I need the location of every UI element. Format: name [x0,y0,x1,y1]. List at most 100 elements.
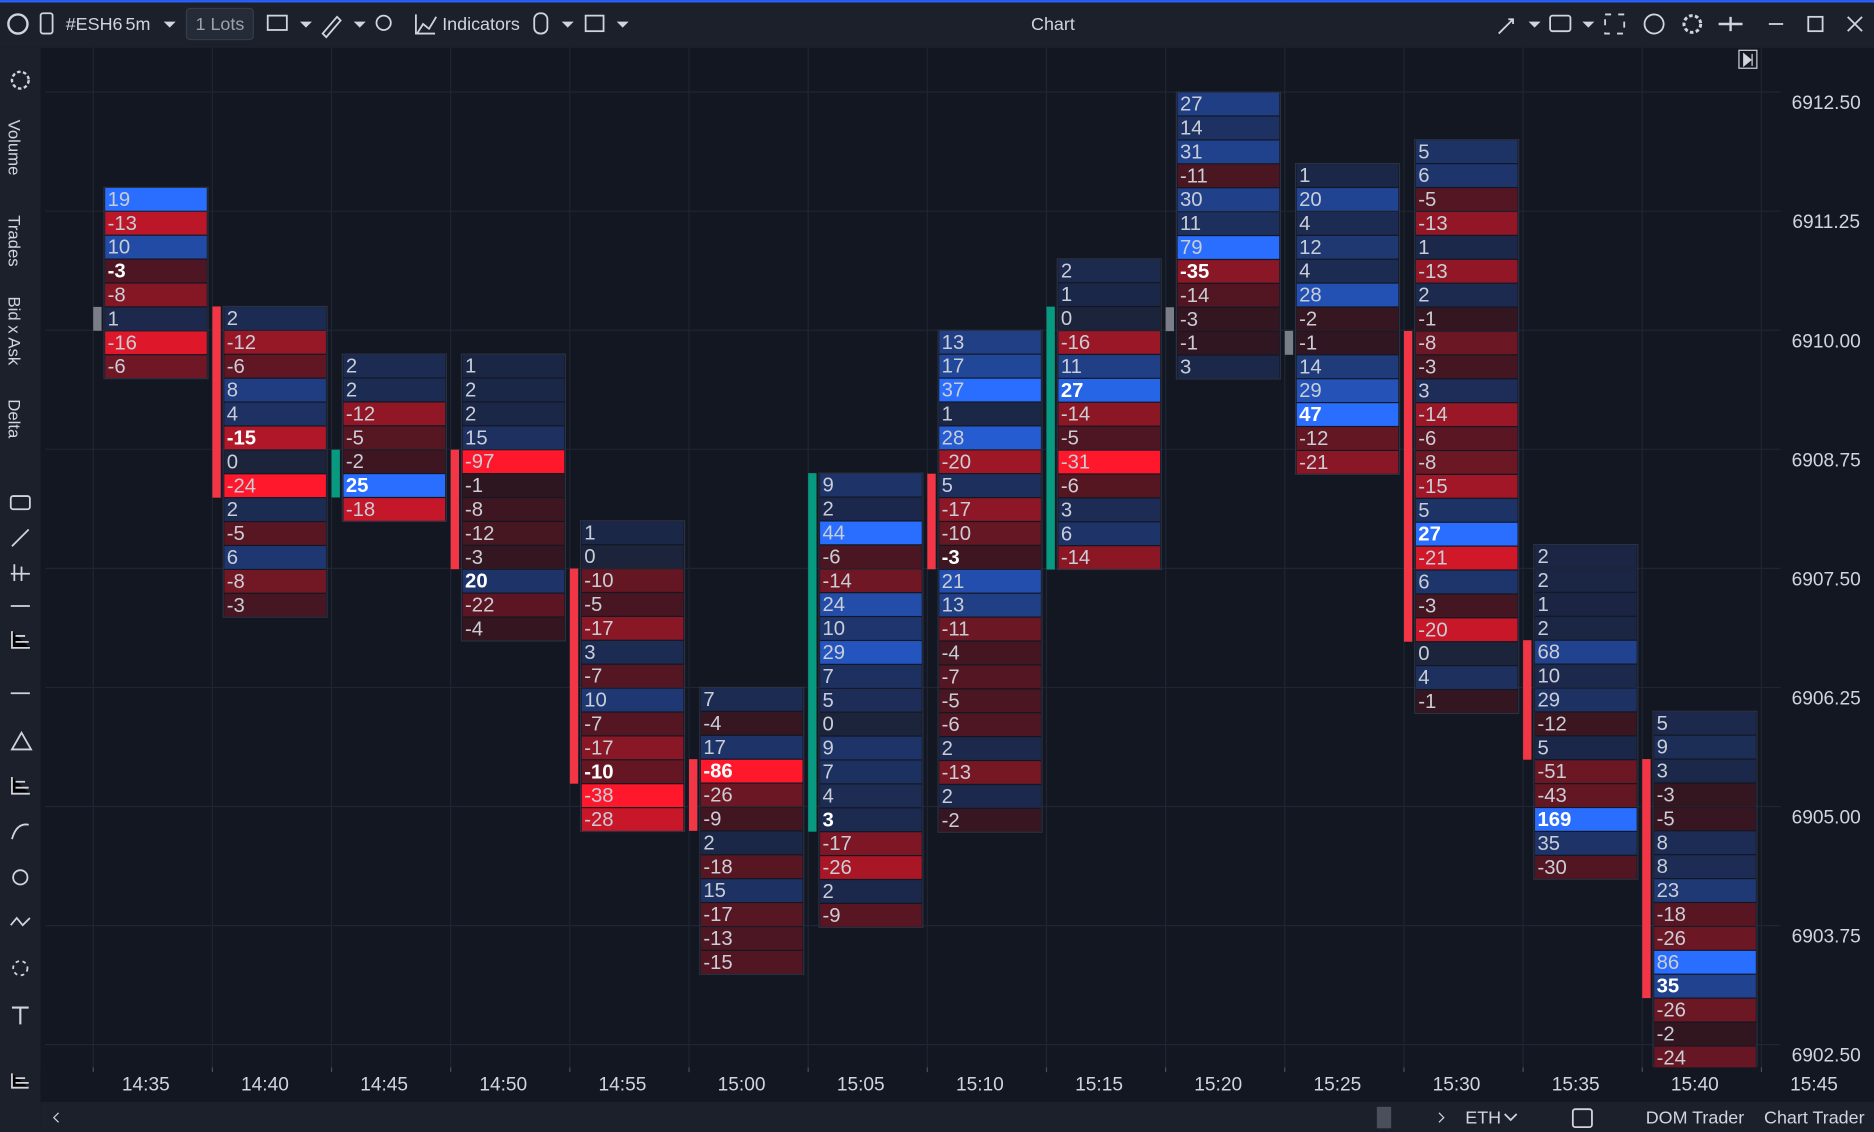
text-tool[interactable] [11,1006,29,1025]
footprint-cell [105,235,207,259]
chart-trader[interactable]: Chart Trader [1764,1107,1865,1127]
sidebar-tab[interactable]: Delta [5,399,24,439]
footprint-cell [224,569,326,593]
circle-tool[interactable] [12,869,29,886]
dropdown[interactable] [1582,21,1595,28]
lots[interactable]: 1 Lots [196,14,245,34]
footprint-cell [343,402,446,426]
zoom-icon[interactable] [375,14,392,31]
help-icon[interactable] [1643,13,1665,35]
footprint-cell [939,785,1041,808]
pin-icon[interactable] [1718,16,1743,32]
footprint-cell [1177,236,1280,259]
dropdown[interactable] [299,21,312,28]
dropdown[interactable] [616,21,629,28]
poc-value: -3 [108,261,126,283]
draw-icon[interactable] [321,15,342,39]
symbol-icon[interactable] [39,12,54,35]
cell-value: 0 [227,451,238,473]
cell-value: 2 [1418,285,1429,307]
close[interactable] [1847,16,1863,32]
cell-value: 2 [227,499,238,521]
sidebar-tab[interactable]: Trades [5,215,24,266]
object-tree[interactable] [11,1073,29,1089]
maximize[interactable] [1807,15,1824,33]
footprint-cell [1415,188,1518,211]
footprint-cell [1177,331,1280,355]
lots-box[interactable] [185,7,254,41]
cell-value: 29 [1537,690,1560,712]
trade-icon[interactable] [266,14,288,31]
fullscreen-icon[interactable] [1604,13,1626,35]
time-label: 15:25 [1313,1074,1361,1095]
price-label: 6908.75 [1792,450,1861,471]
scroll-right[interactable] [1438,1112,1445,1123]
session[interactable]: ETH [1465,1107,1501,1127]
dropdown[interactable] [353,21,366,28]
footprint-cell [1654,974,1756,998]
rect-tool[interactable] [9,495,31,511]
sidebar-tab[interactable]: Volume [5,120,24,176]
cell-value: -2 [1299,308,1317,330]
curve-tool[interactable] [11,823,29,840]
footprint-cell [1415,546,1518,570]
footprint-cell [1177,260,1280,283]
footprint-cell [939,737,1041,760]
footprint-cell [224,330,326,354]
cell-value: -2 [346,451,364,473]
screenshot-icon[interactable] [1549,14,1572,33]
layout-icon[interactable] [584,14,605,33]
cell-value: 10 [1537,666,1560,688]
alert-icon[interactable] [533,12,549,35]
footprint-cell [1415,164,1518,187]
fib-tool[interactable] [10,564,30,581]
cell-value: 11 [1180,213,1201,235]
shapes-tool[interactable] [12,960,29,977]
dropdown[interactable] [1528,21,1541,28]
sidebar-settings[interactable] [10,70,30,90]
cell-value: -17 [584,618,613,640]
gann-tool[interactable] [11,776,30,795]
cell-value: 28 [1299,285,1322,307]
cell-value: -15 [1418,476,1447,498]
levels-tool[interactable] [11,631,30,649]
symbol[interactable]: #ESH6 [66,14,123,34]
footprint-cell [820,473,922,497]
interval-dropdown[interactable] [163,21,176,28]
candle-body [93,306,102,331]
footprint-cell [820,664,922,688]
session-dropdown[interactable] [1504,1113,1518,1122]
cell-value: -26 [1657,928,1686,950]
settings-icon[interactable] [1682,14,1703,34]
footprint-cell [1296,188,1399,211]
footprint-cell [462,402,565,426]
cell-value: -8 [465,499,483,521]
sidebar-tab[interactable]: Bid x Ask [5,296,24,365]
dropdown[interactable] [561,21,574,28]
footprint-cell [1296,403,1399,426]
column-frame [580,520,686,833]
triangle-tool[interactable] [10,730,33,751]
poc-value: 3 [823,809,834,831]
indicators[interactable]: Indicators [442,14,520,34]
cell-value: -3 [465,547,483,569]
collapse-icon[interactable] [1498,18,1514,35]
calendar-icon[interactable] [1571,1108,1593,1129]
line-tool[interactable] [11,528,30,547]
scroll-to-end[interactable] [1738,49,1758,69]
footprint-cell [939,641,1041,665]
column-frame [699,686,805,975]
time-label: 15:00 [718,1074,766,1095]
wave-tool[interactable] [10,916,31,927]
scrollbar-thumb[interactable] [1376,1106,1392,1129]
dom-trader[interactable]: DOM Trader [1646,1107,1745,1127]
cell-value: 5 [1418,500,1429,522]
interval[interactable]: 5m [125,14,150,34]
price-label: 6903.75 [1792,927,1861,948]
indicators-icon[interactable] [415,14,437,35]
footprint-cell [1654,950,1756,974]
cell-value: -5 [1657,808,1675,830]
scroll-left[interactable] [52,1112,59,1123]
cell-value: -12 [227,332,256,354]
scroll-to-end-icon[interactable] [1743,52,1753,68]
